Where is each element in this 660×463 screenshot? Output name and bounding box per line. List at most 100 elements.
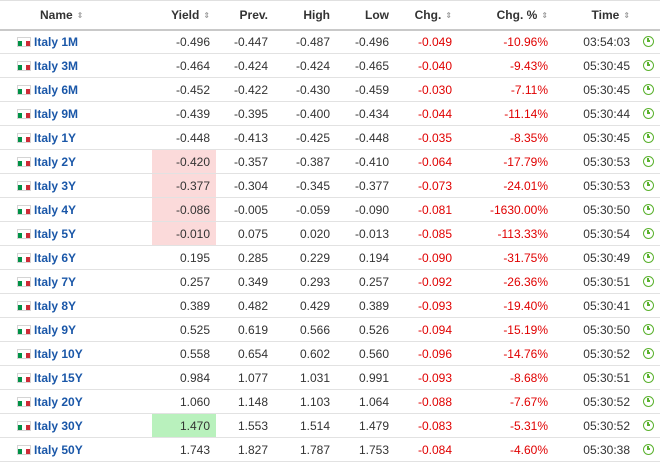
header-yield[interactable]: Yield ⇕ (152, 0, 217, 31)
chg-pct-cell: -10.96% (503, 34, 549, 49)
table-row: Italy 2Y -0.420 -0.357 -0.387 -0.410 -0.… (0, 149, 660, 174)
table-row: Italy 15Y 0.984 1.077 1.031 0.991 -0.093… (0, 366, 660, 390)
instrument-link[interactable]: Italy 9M (34, 106, 79, 121)
chg-pct-cell: -7.67% (509, 394, 549, 409)
instrument-name-cell: Italy 20Y (34, 390, 152, 414)
chg-pct-cell: -26.36% (503, 274, 549, 289)
instrument-link[interactable]: Italy 1Y (34, 130, 77, 145)
low-cell: -0.410 (354, 154, 390, 169)
flag-cell (0, 438, 34, 462)
clock-icon (642, 323, 654, 335)
status-cell (636, 222, 660, 246)
low-cell: 0.194 (358, 250, 390, 265)
italy-flag-icon (17, 204, 31, 215)
yield-cell: 1.060 (179, 394, 211, 409)
header-chg[interactable]: Chg. ⇕ (395, 0, 459, 31)
flag-cell (0, 246, 34, 270)
instrument-link[interactable]: Italy 20Y (34, 394, 83, 409)
italy-flag-icon (17, 84, 31, 95)
header-high-label: High (303, 7, 331, 22)
status-cell (636, 174, 660, 198)
high-cell: -0.059 (295, 202, 331, 217)
yield-cell: -0.496 (175, 34, 211, 49)
instrument-link[interactable]: Italy 10Y (34, 346, 83, 361)
header-chg-pct-label: Chg. % (496, 7, 538, 22)
time-cell: 05:30:53 (583, 154, 631, 169)
prev-cell: -0.005 (233, 202, 269, 217)
yield-cell: -0.010 (152, 221, 217, 246)
chg-cell: -0.093 (417, 370, 453, 385)
italy-flag-icon (17, 108, 31, 119)
italy-flag-icon (17, 60, 31, 71)
chg-cell: -0.088 (417, 394, 453, 409)
instrument-link[interactable]: Italy 7Y (34, 274, 77, 289)
flag-cell (0, 318, 34, 342)
clock-icon (642, 299, 654, 311)
header-time[interactable]: Time ⇕ (554, 0, 637, 31)
clock-icon (642, 395, 654, 407)
instrument-link[interactable]: Italy 9Y (34, 322, 77, 337)
high-cell: -0.387 (295, 154, 331, 169)
table-row: Italy 4Y -0.086 -0.005 -0.059 -0.090 -0.… (0, 197, 660, 222)
clock-icon (642, 203, 654, 215)
clock-icon (642, 107, 654, 119)
italy-flag-icon (17, 444, 31, 455)
flag-cell (0, 174, 34, 198)
instrument-link[interactable]: Italy 30Y (34, 418, 83, 433)
instrument-link[interactable]: Italy 3Y (34, 178, 77, 193)
clock-icon (642, 251, 654, 263)
time-cell: 05:30:52 (583, 394, 631, 409)
table-row: Italy 10Y 0.558 0.654 0.602 0.560 -0.096… (0, 342, 660, 366)
time-cell: 05:30:51 (583, 370, 631, 385)
prev-cell: -0.304 (233, 178, 269, 193)
header-name[interactable]: Name ⇕ (0, 0, 153, 31)
instrument-name-cell: Italy 9Y (34, 318, 152, 342)
header-low[interactable]: Low (336, 0, 396, 31)
prev-cell: 0.075 (237, 226, 269, 241)
prev-cell: -0.413 (233, 130, 269, 145)
flag-cell (0, 390, 34, 414)
flag-cell (0, 222, 34, 246)
flag-cell (0, 150, 34, 174)
yield-cell: 0.389 (179, 298, 211, 313)
high-cell: -0.424 (295, 58, 331, 73)
instrument-link[interactable]: Italy 4Y (34, 202, 77, 217)
low-cell: 0.389 (358, 298, 390, 313)
header-name-label: Name (40, 7, 73, 22)
sort-arrows-icon: ⇕ (203, 10, 211, 20)
clock-icon (642, 443, 654, 455)
instrument-link[interactable]: Italy 6M (34, 82, 79, 97)
table-row: Italy 9M -0.439 -0.395 -0.400 -0.434 -0.… (0, 102, 660, 126)
instrument-link[interactable]: Italy 6Y (34, 250, 77, 265)
yield-cell: 0.525 (179, 322, 211, 337)
prev-cell: 0.349 (237, 274, 269, 289)
clock-icon (642, 227, 654, 239)
chg-pct-cell: -15.19% (503, 322, 549, 337)
flag-cell (0, 198, 34, 222)
status-cell (636, 318, 660, 342)
chg-cell: -0.035 (417, 130, 453, 145)
header-yield-label: Yield (171, 7, 200, 22)
prev-cell: 0.482 (237, 298, 269, 313)
instrument-link[interactable]: Italy 1M (34, 34, 79, 49)
instrument-link[interactable]: Italy 50Y (34, 442, 83, 457)
status-cell (636, 102, 660, 126)
table-row: Italy 3Y -0.377 -0.304 -0.345 -0.377 -0.… (0, 173, 660, 198)
header-high[interactable]: High (274, 0, 337, 31)
header-prev[interactable]: Prev. (216, 0, 275, 31)
instrument-link[interactable]: Italy 2Y (34, 154, 77, 169)
high-cell: 0.229 (299, 250, 331, 265)
italy-flag-icon (17, 156, 31, 167)
instrument-link[interactable]: Italy 5Y (34, 226, 77, 241)
yield-cell: 0.558 (179, 346, 211, 361)
instrument-link[interactable]: Italy 3M (34, 58, 79, 73)
sort-arrows-icon: ⇕ (445, 10, 453, 20)
chg-pct-cell: -113.33% (497, 226, 549, 241)
instrument-name-cell: Italy 10Y (34, 342, 152, 366)
yield-cell: -0.086 (152, 197, 217, 222)
instrument-link[interactable]: Italy 8Y (34, 298, 77, 313)
instrument-link[interactable]: Italy 15Y (34, 370, 83, 385)
header-chg-pct[interactable]: Chg. % ⇕ (458, 0, 555, 31)
instrument-name-cell: Italy 4Y (34, 198, 152, 222)
chg-pct-cell: -24.01% (503, 178, 549, 193)
